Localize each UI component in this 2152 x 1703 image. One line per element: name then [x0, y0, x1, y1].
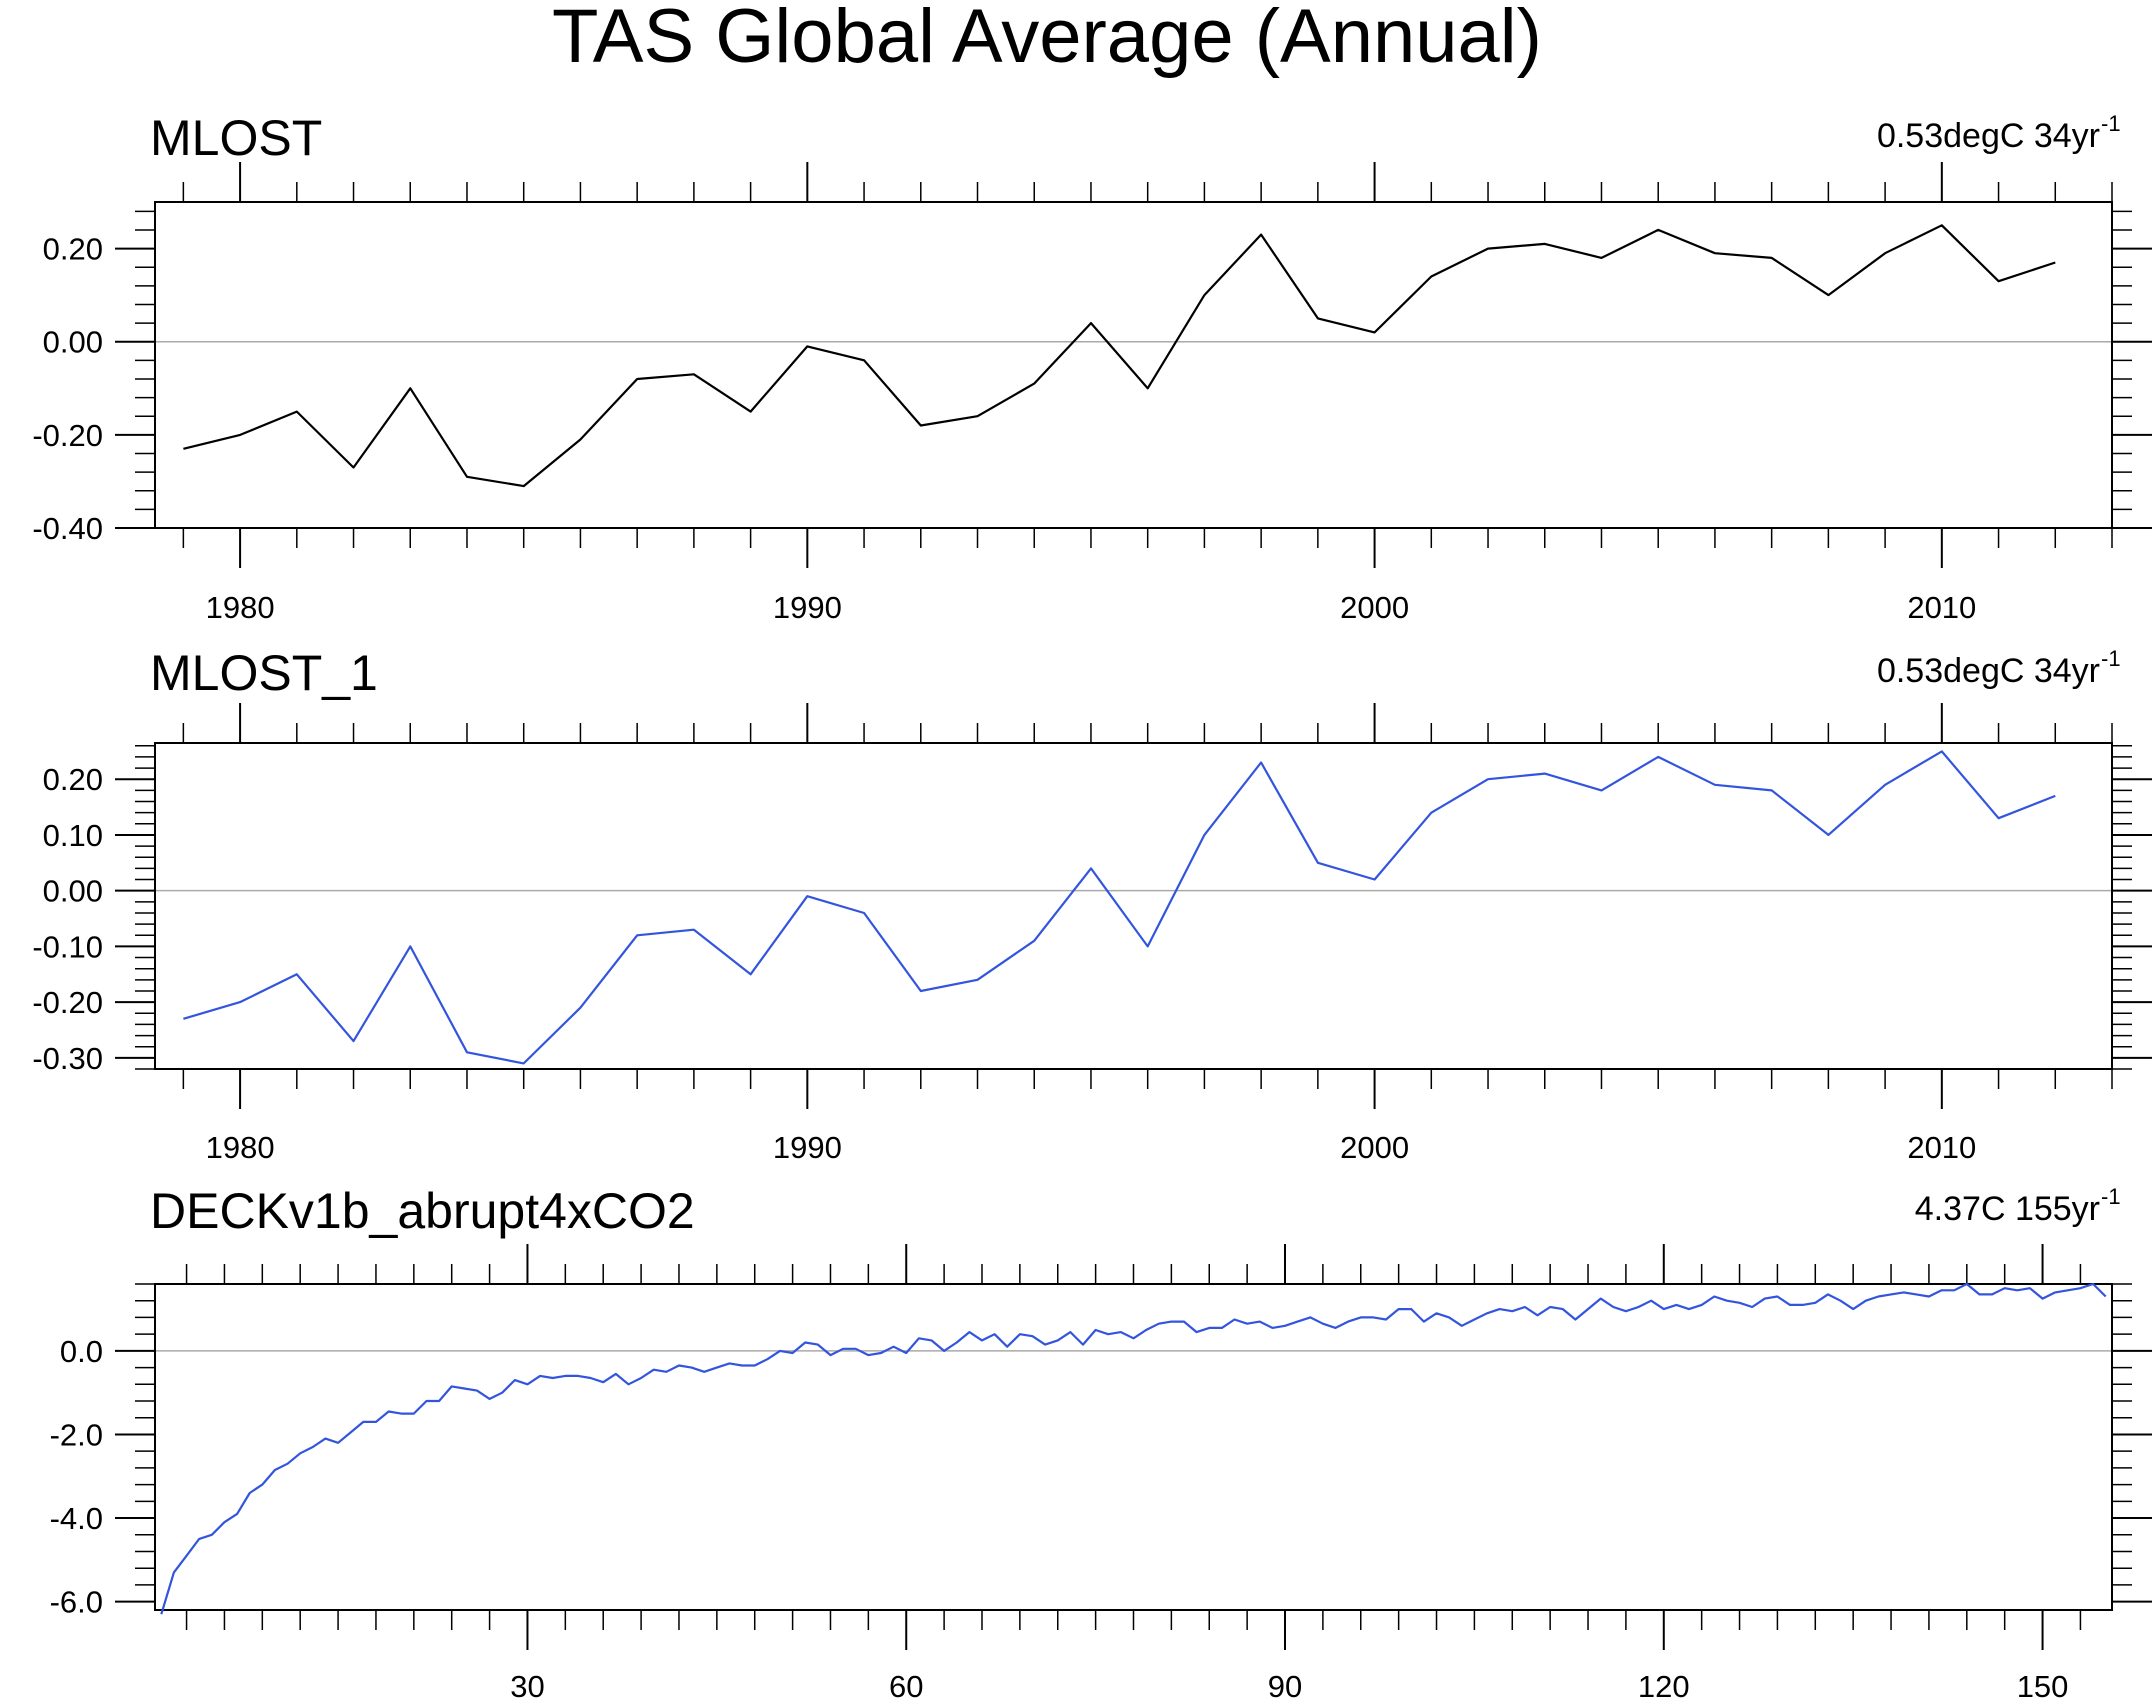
trend-label: 0.53degC 34yr	[1877, 652, 2100, 690]
y-tick-label: 0.00	[43, 325, 103, 360]
y-tick-label: 0.00	[43, 874, 103, 909]
series-line	[160, 1282, 2107, 1615]
chart-panel-1: -0.40 -0.20 0.00 0.20 1980 1990 2000 2010 MLOST 0…	[32, 110, 2152, 625]
x-tick-label: 2010	[1907, 590, 1976, 625]
y-tick-label: 0.0	[60, 1334, 103, 1369]
x-tick-label: 2000	[1340, 1130, 1409, 1165]
panel-title: MLOST_1	[150, 645, 378, 701]
plot-frame	[154, 742, 2113, 1070]
x-tick-label: 60	[889, 1669, 923, 1703]
series-line	[183, 750, 2056, 1065]
panel-title: DECKv1b_abrupt4xCO2	[150, 1183, 695, 1239]
trend-label: 4.37C 155yr	[1915, 1190, 2100, 1228]
x-tick-label: 120	[1638, 1669, 1690, 1703]
y-tick-label: -0.40	[32, 511, 103, 546]
x-tick-label: 1990	[773, 1130, 842, 1165]
y-tick-label: 0.10	[43, 818, 103, 853]
x-tick-label: 1990	[773, 590, 842, 625]
plot-frame	[154, 201, 2113, 529]
chart-panel-2: -0.30 -0.20 -0.10 0.00 0.10 0.20 1980 1990 2000 2…	[32, 645, 2152, 1165]
series-line	[183, 224, 2056, 488]
x-tick-label: 30	[510, 1669, 544, 1703]
trend-label-exponent: -1	[2101, 111, 2121, 136]
y-tick-label: 0.20	[43, 232, 103, 267]
x-tick-label: 90	[1268, 1669, 1302, 1703]
trend-label: 0.53degC 34yr	[1877, 117, 2100, 155]
y-tick-label: -0.30	[32, 1041, 103, 1076]
plot-frame	[154, 1283, 2113, 1611]
chart-panel-3: -6.0 -4.0 -2.0 0.0 30 60 90 120 150 DECKv1b_abrup…	[50, 1183, 2152, 1703]
y-tick-label: 0.20	[43, 762, 103, 797]
x-tick-label: 1980	[206, 1130, 275, 1165]
x-tick-label: 2010	[1907, 1130, 1976, 1165]
chart-main-title: TAS Global Average (Annual)	[552, 0, 1542, 79]
y-tick-label: -4.0	[50, 1501, 103, 1536]
x-tick-label: 1980	[206, 590, 275, 625]
y-tick-label: -2.0	[50, 1417, 103, 1452]
y-tick-label: -6.0	[50, 1585, 103, 1620]
y-tick-label: -0.10	[32, 929, 103, 964]
y-tick-label: -0.20	[32, 418, 103, 453]
trend-label-exponent: -1	[2101, 646, 2121, 671]
x-tick-label: 150	[2017, 1669, 2069, 1703]
x-tick-label: 2000	[1340, 590, 1409, 625]
panel-title: MLOST	[150, 110, 322, 166]
chart-panels: -0.40 -0.20 0.00 0.20 1980 1990 2000 2010 MLOST 0…	[32, 110, 2152, 1703]
y-tick-label: -0.20	[32, 985, 103, 1020]
trend-label-exponent: -1	[2101, 1184, 2121, 1209]
